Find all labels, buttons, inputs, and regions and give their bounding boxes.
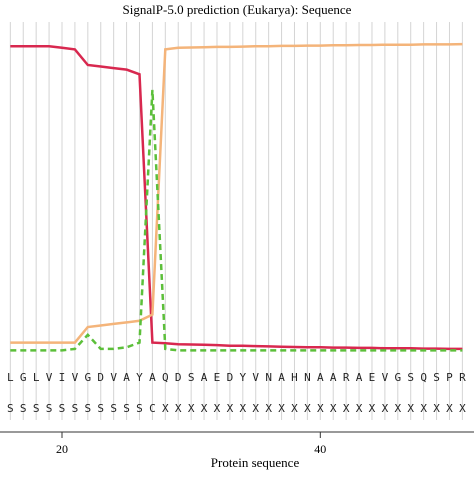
x-tick-label: 40 bbox=[314, 442, 326, 456]
residue: Q bbox=[162, 371, 169, 384]
residue: I bbox=[59, 371, 66, 384]
residue: Q bbox=[420, 371, 427, 384]
annotation: S bbox=[33, 402, 40, 415]
annotation: X bbox=[317, 402, 324, 415]
annotation: X bbox=[394, 402, 401, 415]
annotation: X bbox=[304, 402, 311, 415]
residue: A bbox=[278, 371, 285, 384]
x-axis-label: Protein sequence bbox=[211, 455, 300, 470]
annotation: X bbox=[356, 402, 363, 415]
annotation: X bbox=[433, 402, 440, 415]
residue: A bbox=[330, 371, 337, 384]
series-line bbox=[10, 89, 463, 352]
residue: G bbox=[394, 371, 401, 384]
annotation: X bbox=[265, 402, 272, 415]
annotation: S bbox=[85, 402, 92, 415]
residue: R bbox=[343, 371, 350, 384]
annotation: S bbox=[136, 402, 143, 415]
residue: S bbox=[407, 371, 414, 384]
residue: D bbox=[227, 371, 234, 384]
annotation: X bbox=[278, 402, 285, 415]
residue: G bbox=[85, 371, 92, 384]
annotation: X bbox=[214, 402, 221, 415]
annotation: X bbox=[239, 402, 246, 415]
residue: L bbox=[7, 371, 14, 384]
annotation: S bbox=[46, 402, 53, 415]
annotation: X bbox=[201, 402, 208, 415]
residue: A bbox=[201, 371, 208, 384]
residue: Y bbox=[136, 371, 143, 384]
residue: P bbox=[446, 371, 453, 384]
annotation: X bbox=[446, 402, 453, 415]
residue: S bbox=[188, 371, 195, 384]
annotation: S bbox=[97, 402, 104, 415]
residue: A bbox=[317, 371, 324, 384]
annotation: X bbox=[343, 402, 350, 415]
residue: D bbox=[97, 371, 104, 384]
annotation: S bbox=[20, 402, 27, 415]
residue: R bbox=[459, 371, 466, 384]
series-line bbox=[10, 44, 463, 351]
annotation: S bbox=[7, 402, 14, 415]
residue: D bbox=[175, 371, 182, 384]
annotation: S bbox=[72, 402, 79, 415]
residue: S bbox=[433, 371, 440, 384]
annotation: X bbox=[459, 402, 466, 415]
residue: V bbox=[110, 371, 117, 384]
series-line bbox=[10, 42, 463, 344]
residue: V bbox=[382, 371, 389, 384]
residue: H bbox=[291, 371, 298, 384]
residue: A bbox=[123, 371, 130, 384]
annotation: X bbox=[188, 402, 195, 415]
residue: V bbox=[46, 371, 53, 384]
annotation: S bbox=[59, 402, 66, 415]
annotation: S bbox=[110, 402, 117, 415]
residue: V bbox=[252, 371, 259, 384]
residue: E bbox=[214, 371, 221, 384]
annotation: X bbox=[382, 402, 389, 415]
annotation: X bbox=[420, 402, 427, 415]
residue: A bbox=[356, 371, 363, 384]
annotation: X bbox=[175, 402, 182, 415]
annotation: S bbox=[123, 402, 130, 415]
annotation: X bbox=[407, 402, 414, 415]
annotation: X bbox=[252, 402, 259, 415]
residue: E bbox=[369, 371, 376, 384]
annotation: X bbox=[162, 402, 169, 415]
annotation: X bbox=[227, 402, 234, 415]
residue: A bbox=[149, 371, 156, 384]
residue: L bbox=[33, 371, 40, 384]
x-tick-label: 20 bbox=[56, 442, 68, 456]
annotation: X bbox=[330, 402, 337, 415]
annotation: X bbox=[291, 402, 298, 415]
chart-title: SignalP-5.0 prediction (Eukarya): Sequen… bbox=[123, 2, 352, 17]
residue: Y bbox=[239, 371, 246, 384]
residue: G bbox=[20, 371, 27, 384]
annotation: X bbox=[369, 402, 376, 415]
residue: N bbox=[265, 371, 272, 384]
residue: N bbox=[304, 371, 311, 384]
residue: V bbox=[72, 371, 79, 384]
annotation: C bbox=[149, 402, 156, 415]
